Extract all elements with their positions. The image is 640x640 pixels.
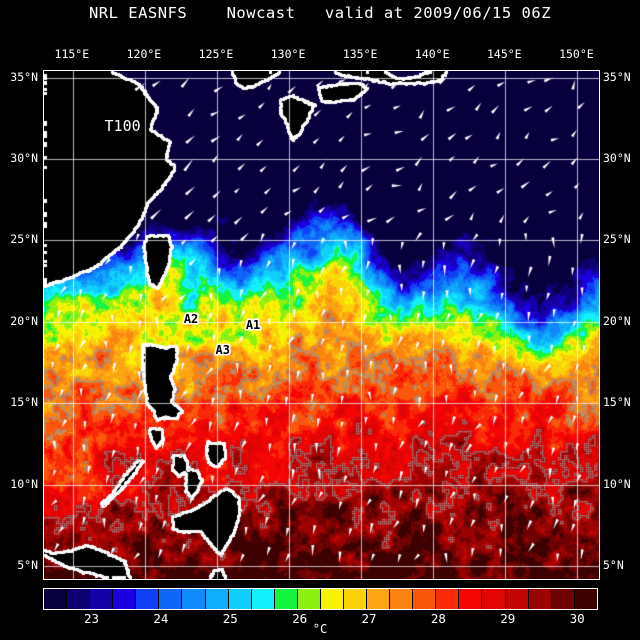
lat-tick-label-right-15: 15°N [603, 395, 631, 410]
lat-tick-label-left-30: 30°N [10, 150, 38, 165]
colorbar[interactable] [43, 588, 598, 610]
colorbar-cell [67, 589, 91, 609]
colorbar-cell [251, 589, 275, 609]
colorbar-tick-27: 27 [361, 611, 377, 626]
lat-tick-label-right-30: 30°N [603, 150, 631, 165]
colorbar-unit-label: °C [312, 622, 328, 636]
colorbar-tick-25: 25 [222, 611, 238, 626]
colorbar-cell [344, 589, 368, 609]
colorbar-cell [297, 589, 321, 609]
colorbar-cell [528, 589, 552, 609]
colorbar-cell [574, 589, 597, 609]
colorbar-cell [90, 589, 114, 609]
colorbar-cell [205, 589, 229, 609]
colorbar-cell [228, 589, 252, 609]
colorbar-tick-23: 23 [84, 611, 100, 626]
colorbar-cell [482, 589, 506, 609]
colorbar-tick-29: 29 [500, 611, 516, 626]
colorbar-cell [459, 589, 483, 609]
colorbar-cell [44, 589, 68, 609]
lon-tick-label-150: 150°E [559, 47, 594, 61]
lat-tick-label-right-10: 10°N [603, 476, 631, 491]
colorbar-cell [136, 589, 160, 609]
colorbar-tick-28: 28 [430, 611, 446, 626]
lon-tick-label-115: 115°E [54, 47, 90, 61]
lon-tick-label-145: 145°E [486, 47, 522, 61]
colorbar-cell [159, 589, 183, 609]
lon-tick-label-130: 130°E [270, 47, 306, 61]
lat-tick-label-left-35: 35°N [10, 69, 38, 84]
lat-tick-label-right-5: 5°N [603, 557, 624, 572]
lat-tick-label-right-20: 20°N [603, 313, 631, 328]
lat-tick-label-left-25: 25°N [10, 232, 38, 247]
colorbar-cell [367, 589, 391, 609]
lat-tick-label-left-5: 5°N [17, 557, 38, 572]
colorbar-cell [274, 589, 298, 609]
lat-tick-label-right-35: 35°N [603, 69, 631, 84]
colorbar-tick-24: 24 [153, 611, 169, 626]
lon-tick-label-120: 120°E [126, 47, 162, 61]
colorbar-cell [413, 589, 437, 609]
lon-tick-label-135: 135°E [342, 47, 378, 61]
colorbar-tick-30: 30 [569, 611, 585, 626]
lat-tick-label-right-25: 25°N [603, 232, 631, 247]
lat-tick-label-left-10: 10°N [10, 476, 38, 491]
colorbar-cell [390, 589, 414, 609]
lon-tick-label-125: 125°E [198, 47, 234, 61]
colorbar-cell [551, 589, 575, 609]
page-title: NRL EASNFS Nowcast valid at 2009/06/15 0… [88, 4, 552, 22]
sst-field-canvas [44, 71, 599, 579]
colorbar-cell [505, 589, 529, 609]
sst-map[interactable]: T100 A2 A1 A3 [43, 70, 600, 580]
lat-tick-label-left-15: 15°N [10, 395, 38, 410]
colorbar-cell [436, 589, 460, 609]
lat-tick-label-left-20: 20°N [10, 313, 38, 328]
colorbar-tick-26: 26 [292, 611, 308, 626]
colorbar-cell [320, 589, 345, 609]
colorbar-cell [113, 589, 137, 609]
colorbar-cell [182, 589, 206, 609]
lon-tick-label-140: 140°E [414, 47, 450, 61]
